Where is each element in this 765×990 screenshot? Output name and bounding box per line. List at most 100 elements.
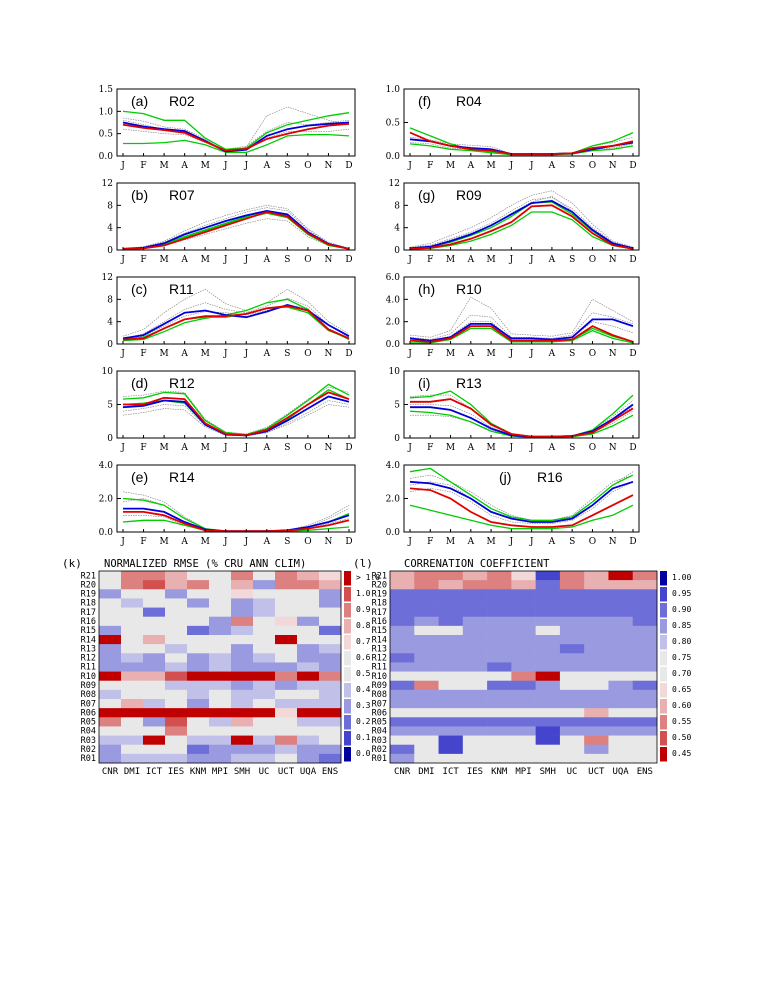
heatmap-cell — [165, 635, 188, 645]
heatmap-cell — [121, 580, 144, 590]
x-tick-label: J — [120, 537, 125, 547]
x-tick-label: J — [509, 537, 514, 547]
heatmap-cell — [165, 708, 188, 718]
heatmap-cell — [297, 699, 320, 709]
heatmap-cell — [535, 671, 561, 682]
row-label: R21 — [81, 571, 96, 581]
colorbar-label: 0.80 — [672, 637, 691, 646]
x-tick-label: J — [223, 161, 228, 171]
heatmap-cell — [187, 680, 210, 691]
series-line-gray — [122, 207, 350, 249]
heatmap-cell — [143, 571, 166, 581]
y-tick-label: 8 — [107, 201, 113, 211]
heatmap-cell — [319, 671, 342, 682]
heatmap-cell — [462, 653, 488, 663]
heatmap-cell — [121, 635, 144, 645]
x-tick-label: J — [407, 443, 412, 453]
x-tick-label: J — [407, 161, 412, 171]
heatmap-cell — [390, 717, 415, 727]
heatmap-cell — [584, 744, 609, 755]
heatmap-cell — [608, 653, 634, 663]
heatmap-cell — [511, 644, 536, 654]
heatmap-cell — [438, 571, 464, 581]
row-label: R08 — [81, 690, 96, 700]
heatmap-cell — [253, 735, 276, 746]
x-tick-label: A — [467, 161, 475, 171]
y-tick-label: 4 — [107, 318, 113, 328]
row-label: R09 — [81, 681, 96, 691]
heatmap-cell — [297, 653, 320, 663]
row-label: R20 — [81, 580, 96, 590]
heatmap-cell — [511, 708, 536, 718]
heatmap-cell — [511, 635, 536, 645]
row-label: R02 — [372, 745, 387, 755]
heatmap-cell — [632, 616, 658, 627]
heatmap-cell — [632, 735, 658, 746]
heatmap-cell — [511, 699, 536, 709]
heatmap-cell — [462, 753, 488, 764]
heatmap-cell — [608, 671, 634, 682]
heatmap-cell — [121, 708, 144, 718]
heatmap-cell — [209, 699, 232, 709]
heatmap-cell — [143, 644, 166, 654]
y-tick-label: 0.0 — [386, 340, 401, 350]
heatmap-cell — [584, 726, 609, 736]
x-tick-label: S — [284, 255, 290, 265]
heatmap-cell — [209, 607, 232, 618]
heatmap-cell — [275, 717, 298, 727]
heatmap-cell — [584, 699, 609, 709]
heatmap-cell — [143, 580, 166, 590]
y-tick-label: 4.0 — [99, 461, 114, 471]
heatmap-cell — [559, 589, 585, 599]
x-tick-label: M — [159, 537, 168, 547]
heatmap-cell — [632, 607, 658, 618]
heatmap-cell — [99, 607, 122, 618]
heatmap-cell — [209, 717, 232, 727]
heatmap-cell — [121, 625, 144, 636]
heatmap-cell — [121, 753, 144, 764]
x-tick-label: A — [263, 349, 271, 359]
heatmap-cell — [231, 699, 254, 709]
heatmap-cell — [535, 708, 561, 718]
heatmap-cell — [584, 644, 609, 654]
heatmap-cell — [319, 644, 342, 654]
heatmap-cell — [275, 580, 298, 590]
x-tick-label: N — [325, 537, 333, 547]
series-line-green — [122, 210, 350, 250]
heatmap-cell — [275, 571, 298, 581]
heatmap-cell — [559, 689, 585, 700]
heatmap-cell — [390, 726, 415, 736]
x-tick-label: J — [120, 255, 125, 265]
heatmap-cell — [253, 653, 276, 663]
heatmap-cell — [143, 607, 166, 618]
heatmap-cell — [253, 744, 276, 755]
heatmap-cell — [253, 580, 276, 590]
heatmap-cell — [275, 735, 298, 746]
heatmap-cell — [559, 726, 585, 736]
y-tick-label: 0 — [107, 434, 113, 444]
heatmap-cell — [487, 571, 512, 581]
series-line-green — [123, 133, 350, 154]
panel-region: R07 — [169, 187, 195, 203]
heatmap-cell — [535, 744, 561, 755]
series-line-gray — [409, 136, 634, 155]
heatmap-cell — [253, 680, 276, 691]
heatmap-cell — [535, 607, 561, 618]
heatmap-cell — [319, 726, 342, 736]
heatmap-cell — [584, 635, 609, 645]
heatmap-cell — [165, 653, 188, 663]
heatmap-cell — [297, 717, 320, 727]
heatmap-cell — [187, 580, 210, 590]
colorbar-label: 0.55 — [672, 717, 691, 726]
plot-frame — [116, 182, 356, 251]
heatmap-cell — [608, 625, 634, 636]
x-tick-label: J — [509, 349, 514, 359]
x-tick-label: J — [223, 349, 228, 359]
panel-label: (a) — [131, 93, 148, 109]
heatmap-cell — [297, 635, 320, 645]
series-line-red — [123, 391, 350, 437]
panel-label: (c) — [131, 281, 147, 297]
y-tick-label: 1.5 — [99, 85, 114, 95]
x-tick-label: J — [120, 161, 125, 171]
heatmap-cell — [462, 671, 488, 682]
